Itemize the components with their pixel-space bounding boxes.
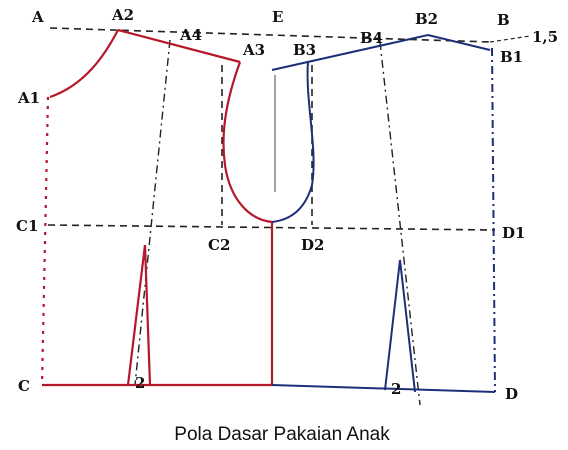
point-labels: A A2 A4 E B2 B 1,5 A1 A3 B3 B4 B1 C1 C2 … — [16, 6, 558, 403]
point-label: B3 — [293, 41, 316, 59]
point-label: C2 — [208, 236, 230, 254]
point-label: B1 — [500, 48, 523, 66]
point-label: 2 — [135, 374, 145, 392]
point-label: B — [497, 11, 510, 29]
point-label: A1 — [17, 89, 40, 107]
point-label: 1,5 — [532, 28, 558, 46]
neckline — [49, 29, 119, 99]
back-shoulder — [271, 33, 491, 71]
front-guide — [134, 39, 171, 386]
point-label: D1 — [502, 224, 525, 242]
armhole — [222, 61, 273, 224]
point-label: A — [31, 8, 44, 26]
front-hem — [42, 222, 274, 387]
caption: Pola Dasar Pakaian Anak — [174, 424, 390, 445]
front-piece — [40, 28, 274, 387]
guide-lines — [47, 27, 531, 406]
back-hem — [271, 384, 496, 393]
point-label: 2 — [391, 380, 401, 398]
extension-line — [489, 35, 531, 43]
point-label: A4 — [179, 26, 202, 44]
back-piece — [271, 33, 496, 393]
back-armhole — [271, 61, 315, 223]
chest-line — [47, 224, 496, 231]
back-side — [491, 47, 496, 393]
front-side — [40, 96, 50, 386]
point-label: B2 — [415, 10, 438, 28]
point-label: D2 — [301, 236, 324, 254]
point-label: B4 — [360, 29, 383, 47]
point-label: A3 — [242, 41, 265, 59]
point-label: C1 — [16, 217, 38, 235]
back-guide — [379, 41, 421, 406]
shoulder — [117, 28, 241, 64]
point-label: E — [272, 8, 283, 26]
point-label: C — [18, 377, 30, 395]
point-label: D — [505, 385, 518, 403]
front-dart — [126, 244, 152, 386]
back-dart — [384, 259, 416, 393]
point-label: A2 — [111, 6, 134, 24]
